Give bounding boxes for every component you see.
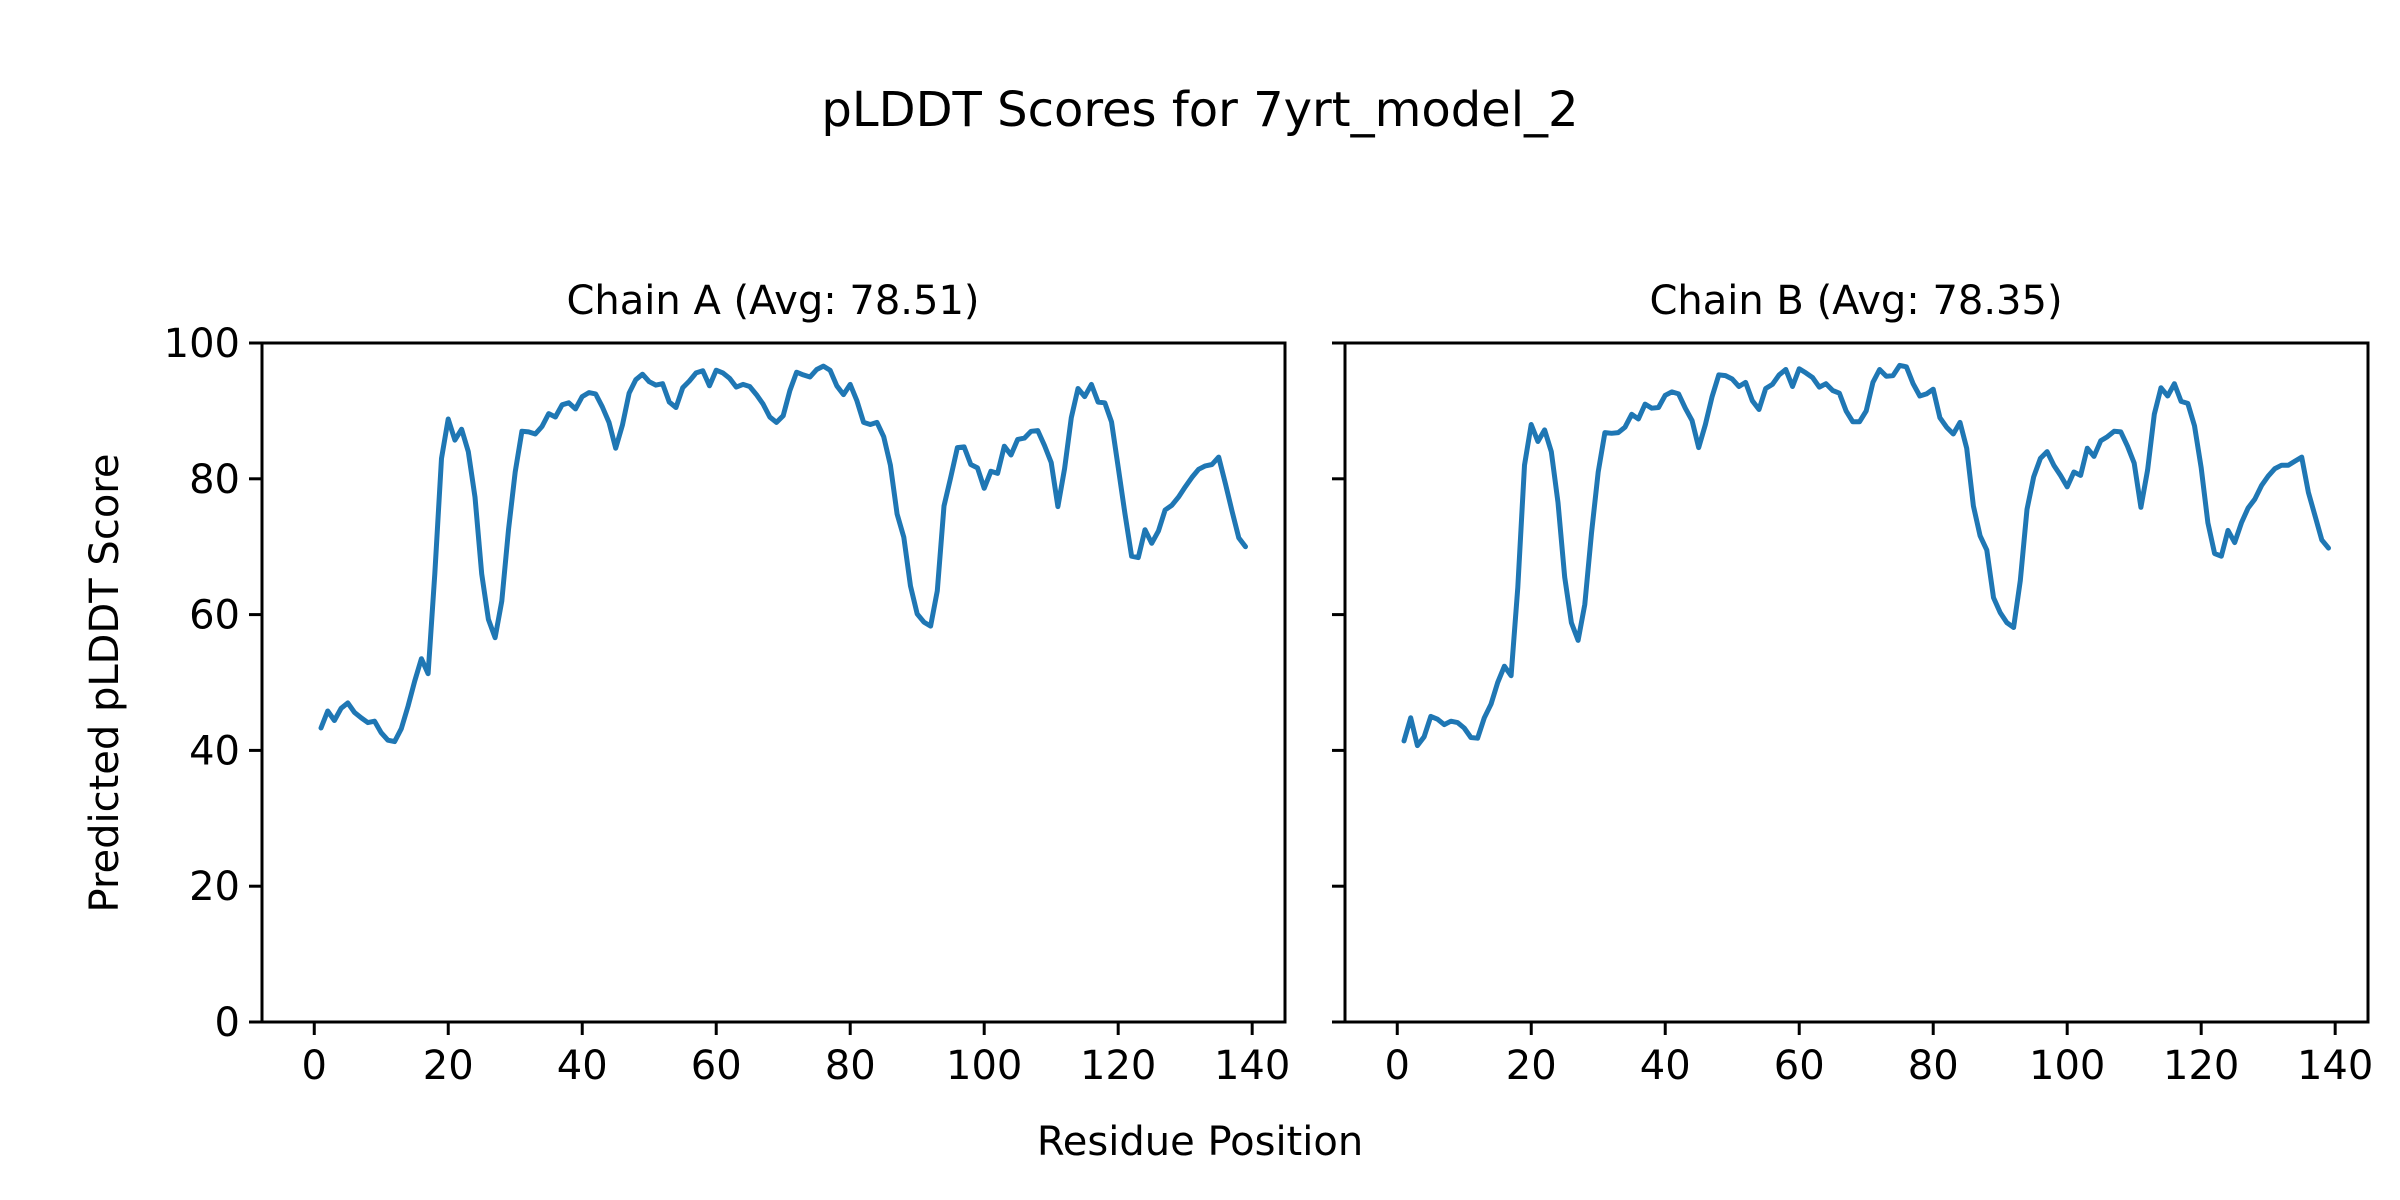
chain-a-axes: 0 20 40 60 80 100 120 140 0 20 40 60 80 100 bbox=[164, 321, 1291, 1089]
x-tick-label: 40 bbox=[557, 1043, 608, 1089]
plddt-line-chain-b bbox=[1401, 362, 2331, 749]
x-tick-label: 20 bbox=[423, 1043, 474, 1089]
x-tick-label: 60 bbox=[1774, 1043, 1825, 1089]
x-tick-label: 0 bbox=[1385, 1043, 1410, 1089]
x-tick-label: 40 bbox=[1640, 1043, 1691, 1089]
y-tick-label: 40 bbox=[189, 728, 240, 774]
x-tick-label: 0 bbox=[302, 1043, 327, 1089]
y-axis-label: Predicted pLDDT Score bbox=[82, 453, 128, 913]
x-tick-label: 120 bbox=[2163, 1043, 2239, 1089]
figure-suptitle: pLDDT Scores for 7yrt_model_2 bbox=[821, 82, 1579, 138]
y-tick-label: 80 bbox=[189, 457, 240, 503]
x-tick-label: 100 bbox=[946, 1043, 1022, 1089]
chain-a-title: Chain A (Avg: 78.51) bbox=[566, 278, 980, 324]
y-tick-label: 100 bbox=[164, 321, 240, 367]
x-tick-label: 20 bbox=[1506, 1043, 1557, 1089]
x-tick-label: 80 bbox=[825, 1043, 876, 1089]
y-tick-label: 20 bbox=[189, 864, 240, 910]
x-tick-label: 100 bbox=[2029, 1043, 2105, 1089]
chain-b-axes: 0 20 40 60 80 100 120 140 bbox=[1332, 341, 2373, 1089]
x-axis-label: Residue Position bbox=[1036, 1119, 1364, 1165]
x-tick-label: 120 bbox=[1080, 1043, 1156, 1089]
plddt-line-chain-a bbox=[318, 363, 1248, 745]
x-tick-label: 140 bbox=[2297, 1043, 2373, 1089]
chain-b-title: Chain B (Avg: 78.35) bbox=[1649, 278, 2063, 324]
y-tick-label: 60 bbox=[189, 593, 240, 639]
x-tick-label: 80 bbox=[1908, 1043, 1959, 1089]
y-tick-label: 0 bbox=[215, 1000, 240, 1046]
x-tick-label: 60 bbox=[691, 1043, 742, 1089]
x-tick-label: 140 bbox=[1214, 1043, 1290, 1089]
